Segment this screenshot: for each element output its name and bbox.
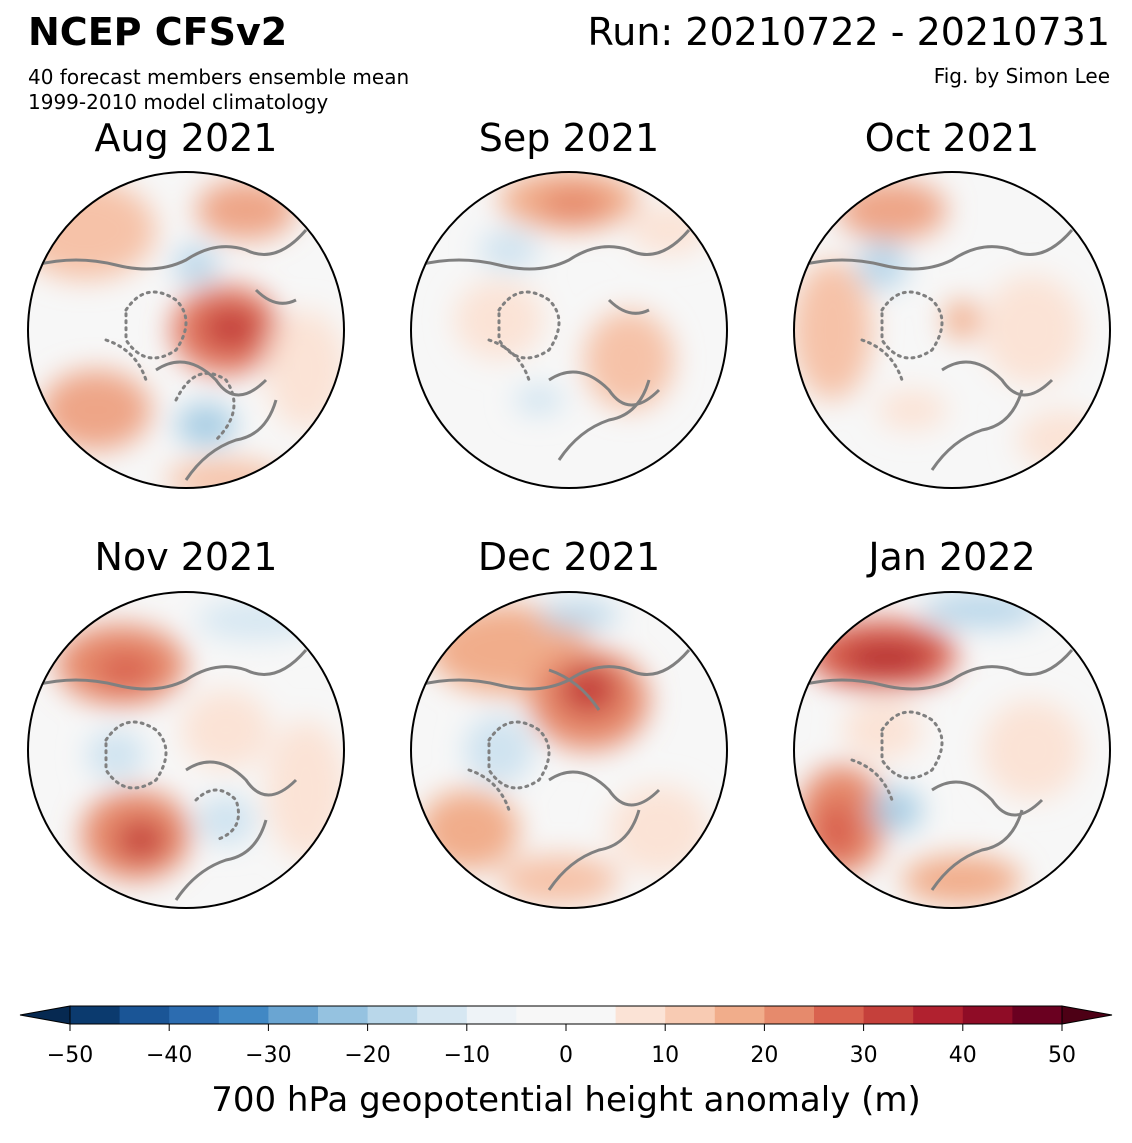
colorbar-cell bbox=[218, 1006, 269, 1024]
map-jan-2022 bbox=[793, 591, 1111, 909]
map-aug-2021 bbox=[27, 171, 345, 489]
colorbar-cell bbox=[466, 1006, 517, 1024]
colorbar-cell bbox=[169, 1006, 220, 1024]
colorbar-tick-label: 50 bbox=[1048, 1043, 1076, 1068]
colorbar-cell bbox=[962, 1006, 1013, 1024]
colorbar-cell bbox=[863, 1006, 914, 1024]
colorbar-tick-label: 0 bbox=[559, 1043, 573, 1068]
panel-title-oct-2021: Oct 2021 bbox=[864, 116, 1040, 160]
map-oct-2021 bbox=[793, 171, 1111, 489]
map-dec-2021 bbox=[410, 591, 728, 909]
colorbar-tick-label: −20 bbox=[344, 1043, 391, 1068]
colorbar-cell bbox=[318, 1006, 369, 1024]
colorbar-cell bbox=[417, 1006, 468, 1024]
subtitle-climatology: 1999-2010 model climatology bbox=[28, 90, 329, 114]
colorbar-cell bbox=[119, 1006, 170, 1024]
colorbar-cell bbox=[814, 1006, 865, 1024]
colorbar-cell bbox=[268, 1006, 319, 1024]
colorbar-tick-label: 10 bbox=[651, 1043, 680, 1068]
panel-title-nov-2021: Nov 2021 bbox=[94, 535, 278, 579]
panel-title-aug-2021: Aug 2021 bbox=[94, 116, 278, 160]
panel-title-sep-2021: Sep 2021 bbox=[478, 116, 660, 160]
colorbar-label: 700 hPa geopotential height anomaly (m) bbox=[211, 1080, 921, 1120]
figure-credit: Fig. by Simon Lee bbox=[933, 64, 1110, 88]
colorbar bbox=[19, 1005, 1113, 1031]
colorbar-cell bbox=[1012, 1006, 1063, 1024]
colorbar-cell bbox=[764, 1006, 815, 1024]
colorbar-tick-label: −50 bbox=[46, 1043, 94, 1068]
colorbar-tick-label: 30 bbox=[849, 1043, 878, 1068]
subtitle-ensemble: 40 forecast members ensemble mean bbox=[28, 65, 410, 89]
panel-title-dec-2021: Dec 2021 bbox=[477, 535, 661, 579]
colorbar-cell bbox=[665, 1006, 716, 1024]
panel-title-jan-2022: Jan 2022 bbox=[868, 535, 1036, 579]
colorbar-tick-label: 20 bbox=[750, 1043, 779, 1068]
colorbar-tick-label: −10 bbox=[443, 1043, 491, 1068]
colorbar-tick-label: −30 bbox=[245, 1043, 292, 1068]
colorbar-cell bbox=[70, 1006, 121, 1024]
colorbar-cell bbox=[566, 1006, 617, 1024]
colorbar-extend-low bbox=[19, 1005, 71, 1025]
colorbar-cell bbox=[913, 1006, 964, 1024]
map-sep-2021 bbox=[410, 171, 728, 489]
colorbar-cell bbox=[615, 1006, 666, 1024]
run-dates: Run: 20210722 - 20210731 bbox=[587, 10, 1110, 54]
colorbar-extend-high bbox=[1061, 1005, 1113, 1025]
colorbar-cell bbox=[367, 1006, 418, 1024]
colorbar-tick-label: −40 bbox=[145, 1043, 193, 1068]
colorbar-cell bbox=[714, 1006, 765, 1024]
colorbar-tick-label: 40 bbox=[948, 1043, 977, 1068]
map-nov-2021 bbox=[27, 591, 345, 909]
figure-title: NCEP CFSv2 bbox=[28, 10, 288, 54]
colorbar-cell bbox=[516, 1006, 567, 1024]
